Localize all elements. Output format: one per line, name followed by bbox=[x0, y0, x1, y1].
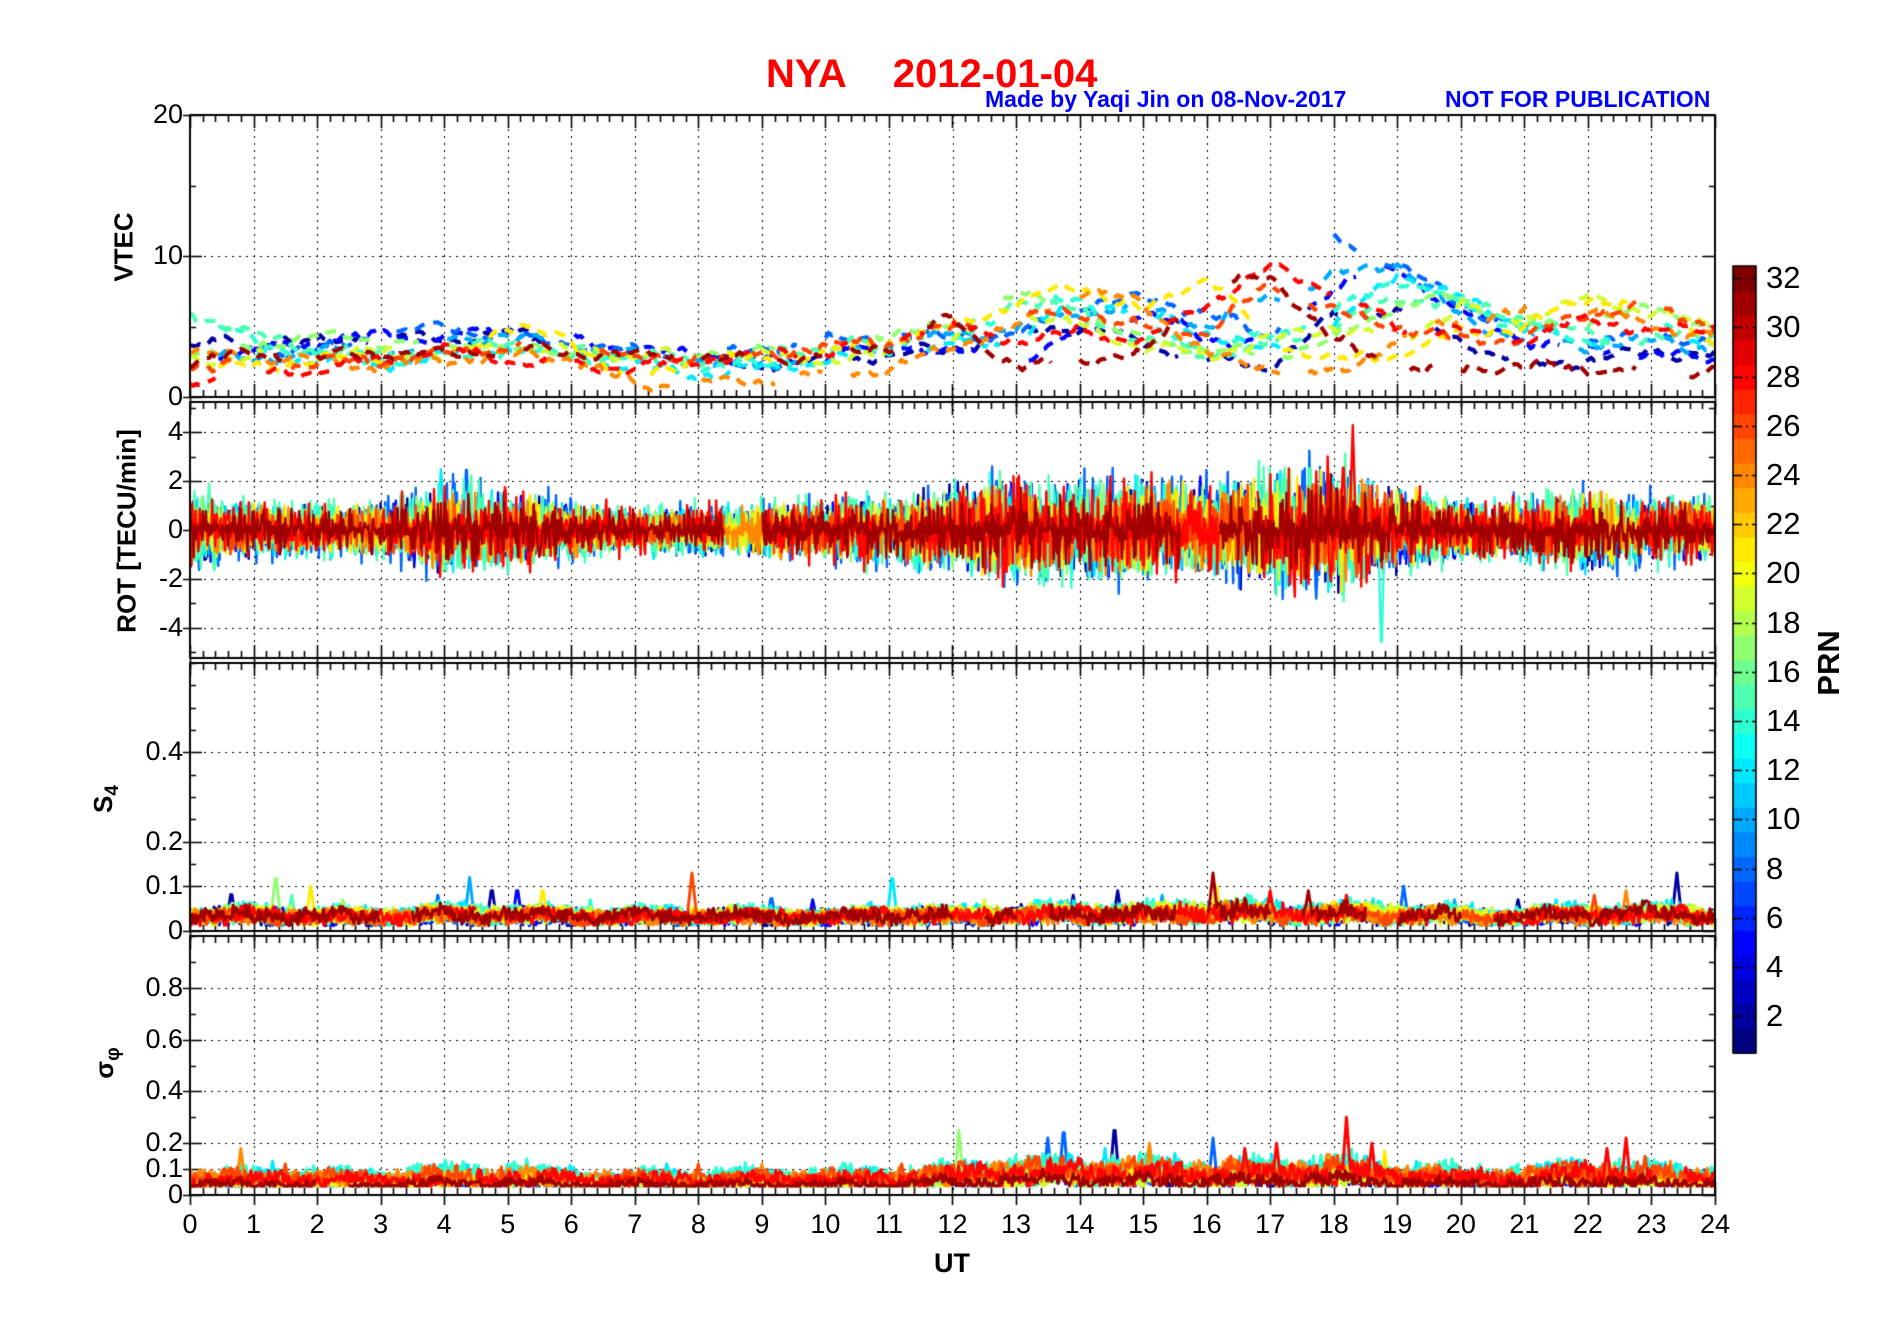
colorbar-tick-label: 16 bbox=[1766, 653, 1801, 689]
ylabel-s4: S4 bbox=[87, 785, 124, 813]
y-tick-label-vtec: 10 bbox=[152, 240, 183, 270]
colorbar-tick-label: 24 bbox=[1766, 457, 1801, 493]
y-tick-label-sigma: 0.6 bbox=[145, 1023, 183, 1054]
y-tick-label-sigma: 0.2 bbox=[145, 1127, 183, 1158]
colorbar-tick-label: 30 bbox=[1766, 309, 1801, 345]
colorbar-tick-label: 6 bbox=[1766, 899, 1784, 935]
y-tick-label-sigma: 0.4 bbox=[145, 1075, 183, 1106]
y-tick-label-vtec: 0 bbox=[167, 381, 183, 411]
y-tick-label-rot: 2 bbox=[167, 465, 183, 496]
colorbar-tick-label: 4 bbox=[1766, 948, 1784, 984]
y-tick-label-rot: 4 bbox=[167, 416, 183, 447]
x-tick-label: 19 bbox=[1382, 1209, 1413, 1239]
x-tick-label: 17 bbox=[1255, 1209, 1286, 1239]
colorbar-tick-label: 12 bbox=[1766, 752, 1801, 788]
x-tick-label: 3 bbox=[373, 1209, 389, 1239]
x-tick-label: 13 bbox=[1001, 1209, 1032, 1239]
x-tick-label: 6 bbox=[563, 1209, 579, 1239]
x-tick-label: 2 bbox=[309, 1209, 325, 1239]
x-tick-label: 1 bbox=[246, 1209, 262, 1239]
colorbar-tick-label: 18 bbox=[1766, 604, 1801, 640]
x-tick-label: 18 bbox=[1318, 1209, 1349, 1239]
y-tick-label-rot: 0 bbox=[167, 514, 183, 544]
colorbar-tick-label: 26 bbox=[1766, 407, 1801, 443]
title-station: NYA bbox=[766, 52, 847, 96]
credit-text: Made by Yaqi Jin on 08-Nov-2017 bbox=[985, 86, 1347, 112]
x-tick-label: 20 bbox=[1445, 1209, 1476, 1239]
x-tick-label: 14 bbox=[1064, 1209, 1095, 1239]
y-tick-label-s4: 0 bbox=[167, 915, 183, 945]
x-tick-label: 24 bbox=[1699, 1209, 1731, 1239]
colorbar-tick-label: 14 bbox=[1766, 702, 1801, 738]
x-tick-label: 11 bbox=[874, 1209, 903, 1239]
x-tick-label: 22 bbox=[1572, 1209, 1603, 1239]
colorbar-tick-label: 22 bbox=[1766, 506, 1801, 542]
x-tick-label: 15 bbox=[1128, 1209, 1159, 1239]
colorbar bbox=[1733, 266, 1756, 1053]
x-tick-label: 8 bbox=[690, 1209, 706, 1239]
colorbar-label-prn: PRN bbox=[1811, 630, 1846, 696]
title-date: 2012-01-04 bbox=[892, 52, 1098, 96]
x-tick-label: 10 bbox=[810, 1209, 841, 1239]
colorbar-tick-label: 8 bbox=[1766, 850, 1784, 886]
y-tick-label-sigma: 0 bbox=[167, 1179, 183, 1209]
notice-text: NOT FOR PUBLICATION bbox=[1445, 86, 1711, 112]
x-tick-label: 16 bbox=[1191, 1209, 1222, 1239]
x-tick-label: 23 bbox=[1636, 1209, 1667, 1239]
x-tick-label: 21 bbox=[1509, 1209, 1540, 1239]
colorbar-tick-label: 32 bbox=[1766, 260, 1801, 296]
colorbar-tick-label: 20 bbox=[1766, 555, 1801, 591]
x-tick-label: 7 bbox=[627, 1209, 643, 1239]
y-tick-label-vtec: 20 bbox=[152, 99, 183, 129]
chart-title: NYA 2012-01-04 bbox=[766, 52, 1097, 97]
colorbar-tick-label: 10 bbox=[1766, 801, 1801, 837]
y-tick-label-rot: -2 bbox=[158, 562, 183, 593]
y-tick-label-s4: 0.4 bbox=[145, 736, 183, 767]
colorbar-tick-label: 2 bbox=[1766, 998, 1784, 1034]
x-tick-label: 4 bbox=[436, 1209, 452, 1239]
colorbar-tick-label: 28 bbox=[1766, 358, 1801, 394]
x-tick-label: 9 bbox=[754, 1209, 770, 1239]
x-tick-label: 0 bbox=[182, 1209, 198, 1239]
x-tick-label: 5 bbox=[500, 1209, 516, 1239]
xlabel-ut: UT bbox=[934, 1248, 970, 1278]
y-tick-label-sigma: 0.8 bbox=[145, 971, 183, 1002]
y-tick-label-sigma: 0.1 bbox=[145, 1153, 183, 1184]
x-tick-label: 12 bbox=[937, 1209, 968, 1239]
y-tick-label-s4: 0.1 bbox=[145, 870, 183, 901]
y-tick-label-s4: 0.2 bbox=[145, 825, 183, 856]
y-tick-label-rot: -4 bbox=[158, 611, 183, 642]
